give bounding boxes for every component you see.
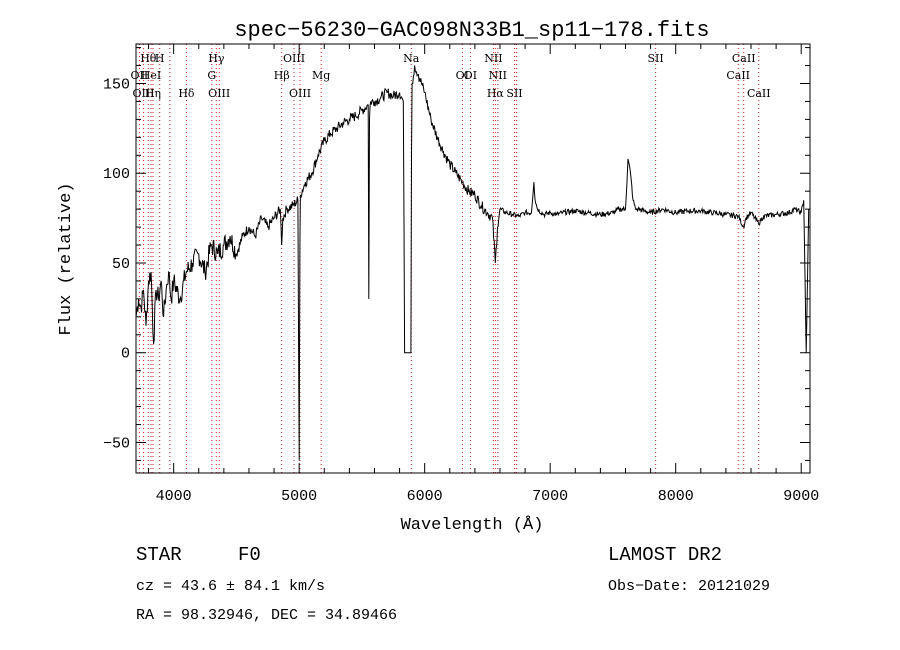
object-class: STAR	[136, 544, 182, 566]
line-label-13: OIII	[289, 87, 311, 100]
x-tick-label: 7000	[532, 488, 568, 505]
line-label-10: OIII	[283, 52, 305, 65]
y-tick-label: −50	[103, 435, 130, 452]
line-label-23: CaII	[726, 69, 750, 82]
y-tick-label: 0	[121, 346, 130, 363]
chart-title: spec−56230−GAC098N33B1_sp11−178.fits	[234, 18, 709, 43]
x-axis-label: Wavelength (Å)	[401, 516, 544, 535]
line-label-8: G	[207, 69, 216, 82]
line-label-0: Hθ	[140, 52, 157, 65]
coordinates: RA = 98.32946, DEC = 34.89466	[136, 607, 397, 624]
x-tick-label: 4000	[156, 488, 192, 505]
spectrum-series-line	[135, 65, 810, 461]
line-label-17: NII	[484, 52, 502, 65]
line-label-14: Na	[403, 52, 420, 65]
y-tick-label: 100	[103, 166, 130, 183]
x-tick-label: 5000	[281, 488, 317, 505]
line-label-7: Hγ	[208, 52, 225, 65]
line-label-16: OI	[464, 69, 477, 82]
y-axis-label: Flux (relative)	[57, 182, 76, 335]
y-tick-label: 150	[103, 76, 130, 93]
line-label-6: Hδ	[178, 87, 195, 100]
y-tick-label: 50	[112, 256, 130, 273]
line-label-19: Hα	[487, 87, 505, 100]
plot-frame	[135, 43, 811, 474]
x-tick-label: 8000	[658, 488, 694, 505]
line-label-4: OIII	[132, 87, 154, 100]
x-tick-label: 9000	[783, 488, 819, 505]
line-label-11: Hβ	[274, 69, 290, 82]
line-label-20: SII	[506, 87, 522, 100]
obs-date: Obs−Date: 20121029	[608, 578, 770, 595]
line-label-24: CaII	[747, 87, 771, 100]
subclass: F0	[238, 544, 261, 566]
line-label-1: H	[155, 52, 165, 65]
line-label-21: SII	[648, 52, 664, 65]
line-label-18: NII	[489, 69, 507, 82]
x-axis-ticks: 4000 5000 6000 7000 8000 9000	[148, 44, 819, 505]
survey-name: LAMOST DR2	[608, 544, 722, 566]
line-label-2: OII	[131, 69, 149, 82]
x-tick-label: 6000	[407, 488, 443, 505]
line-label-12: Mg	[312, 69, 330, 82]
line-label-15: OI	[456, 69, 469, 82]
line-label-9: OIII	[208, 87, 230, 100]
cz-value: cz = 43.6 ± 84.1 km/s	[136, 578, 325, 595]
line-label-22: CaII	[732, 52, 756, 65]
line-label-3: HeI	[141, 69, 161, 82]
line-markers	[138, 44, 760, 473]
y-axis-ticks: −50 0 50 100 150	[103, 47, 810, 461]
line-label-5: Hη	[145, 87, 161, 100]
